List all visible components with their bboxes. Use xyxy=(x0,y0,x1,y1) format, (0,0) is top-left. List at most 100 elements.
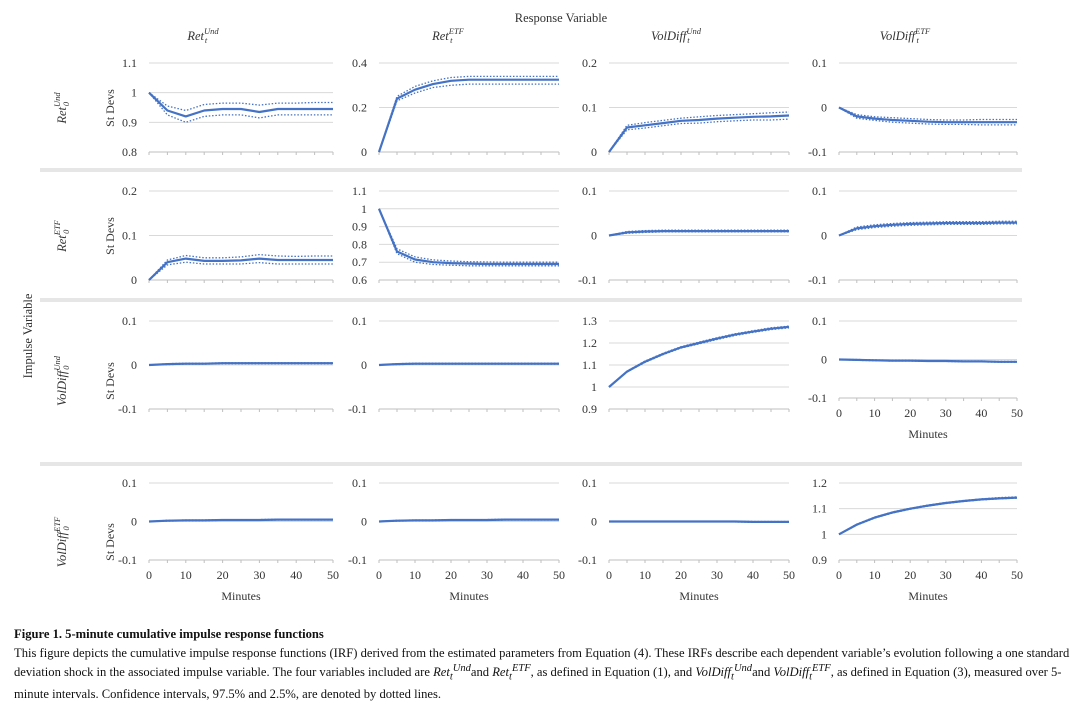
x-tick-label: 20 xyxy=(217,568,229,582)
y-tick-label: 0.1 xyxy=(352,476,367,490)
panel-r2c4: -0.1 0 0.1 xyxy=(808,184,1018,287)
panel-r2c2: 0.6 0.7 0.8 0.9 1 1.1 xyxy=(352,184,560,287)
ci-line xyxy=(378,75,559,153)
ci-line xyxy=(148,261,333,281)
irf-line xyxy=(838,358,1017,363)
y-tick-label: 0 xyxy=(821,229,827,243)
y-tick-label: 0 xyxy=(361,358,367,372)
row-header-text-1: RetUnd0 xyxy=(52,92,71,125)
y-tick-label: -0.1 xyxy=(578,553,597,567)
ci-line xyxy=(838,106,1017,121)
x-tick-label: 20 xyxy=(904,406,916,420)
y-tick-label: 0.2 xyxy=(352,101,367,115)
y-tick-label: 1.1 xyxy=(352,184,367,198)
x-tick-label: 50 xyxy=(783,568,795,582)
x-tick-label: 10 xyxy=(869,568,881,582)
y-tick-label: 0.1 xyxy=(582,184,597,198)
ci-line xyxy=(378,208,559,267)
row-separators xyxy=(40,168,1022,466)
panel-r2c1: 0 0.1 0.2 xyxy=(122,184,334,287)
x-tick-label: 50 xyxy=(1011,406,1023,420)
row-header-text-2: RetETF0 xyxy=(52,219,71,253)
irf-line xyxy=(608,325,790,388)
panels: 0.80.911.100.20.400.10.2-0.100.100.10.20… xyxy=(118,56,1023,603)
column-header-4: VolDiffETF t xyxy=(880,26,931,45)
irf-line xyxy=(148,257,333,281)
var-voldiff-und: VolDifftUnd xyxy=(695,663,753,683)
row-header-3: VolDiffUnd0 St Devs xyxy=(52,355,117,406)
x-tick-label: 10 xyxy=(869,406,881,420)
row-separator-3 xyxy=(40,462,1022,466)
x-axis-title: Minutes xyxy=(908,427,948,441)
y-tick-label: 0.1 xyxy=(122,314,137,328)
x-tick-label: 0 xyxy=(836,406,842,420)
x-tick-label: 10 xyxy=(639,568,651,582)
y-tick-label: 0 xyxy=(821,353,827,367)
x-tick-label: 10 xyxy=(180,568,192,582)
impulse-variable-label: Impulse Variable xyxy=(21,293,35,378)
ci-line xyxy=(148,519,333,523)
y-tick-label: 1.2 xyxy=(582,336,597,350)
y-tick-label: 1 xyxy=(131,86,137,100)
y-tick-label: -0.1 xyxy=(348,402,367,416)
column-headers: RetUnd t RetETF t VolDiffUnd t VolDiffETF t xyxy=(186,26,931,45)
x-tick-label: 20 xyxy=(675,568,687,582)
irf-line xyxy=(838,106,1017,124)
caption-title: Figure 1. 5-minute cumulative impulse re… xyxy=(14,627,324,641)
y-tick-label: 1 xyxy=(591,380,597,394)
st-devs-label-3: St Devs xyxy=(103,362,117,400)
x-tick-label: 10 xyxy=(409,568,421,582)
row-separator-1 xyxy=(40,168,1022,172)
ci-line xyxy=(148,362,333,366)
response-variable-label: Response Variable xyxy=(515,11,608,25)
ci-line xyxy=(378,208,559,263)
y-tick-label: -0.1 xyxy=(578,273,597,287)
x-tick-label: 40 xyxy=(975,568,987,582)
ci-line xyxy=(378,518,559,523)
x-tick-label: 40 xyxy=(290,568,302,582)
y-tick-label: 0.7 xyxy=(352,255,367,269)
y-tick-label: 0.8 xyxy=(122,145,137,159)
y-tick-label: 1 xyxy=(361,202,367,216)
panel-r1c3: 0 0.1 0.2 xyxy=(582,56,790,159)
y-tick-label: 0 xyxy=(131,358,137,372)
x-axis-title: Minutes xyxy=(221,589,261,603)
x-tick-label: 30 xyxy=(481,568,493,582)
figure-caption: Figure 1. 5-minute cumulative impulse re… xyxy=(14,626,1070,702)
ci-line xyxy=(608,325,790,388)
ci-line xyxy=(838,223,1017,237)
x-tick-label: 40 xyxy=(517,568,529,582)
y-tick-label: 0 xyxy=(591,515,597,529)
y-tick-label: 1.1 xyxy=(582,358,597,372)
panel-r2c3: -0.1 0 0.1 xyxy=(578,184,790,287)
y-tick-label: 0.1 xyxy=(582,101,597,115)
row-header-1: RetUnd0 St Devs xyxy=(52,89,117,127)
row-separator-2 xyxy=(40,298,1022,302)
ci-line xyxy=(148,518,333,523)
irf-line xyxy=(608,230,789,237)
x-tick-label: 30 xyxy=(253,568,265,582)
x-tick-label: 0 xyxy=(376,568,382,582)
y-tick-label: 0 xyxy=(361,515,367,529)
y-tick-label: 0.6 xyxy=(352,273,367,287)
x-tick-label: 40 xyxy=(747,568,759,582)
ci-line xyxy=(608,520,789,523)
y-tick-label: 0.1 xyxy=(812,314,827,328)
ci-line xyxy=(148,92,333,123)
x-tick-label: 30 xyxy=(940,406,952,420)
ci-line xyxy=(378,363,559,366)
y-tick-label: 0.2 xyxy=(122,184,137,198)
x-tick-label: 50 xyxy=(553,568,565,582)
y-tick-label: 0.1 xyxy=(122,476,137,490)
caption-body: This figure depicts the cumulative impul… xyxy=(14,646,1070,701)
y-tick-label: 0.1 xyxy=(812,56,827,70)
y-tick-label: 1.1 xyxy=(812,502,827,516)
panel-r3c3: 0.9 1 1.1 1.2 1.3 xyxy=(582,314,790,416)
column-header-1: RetUnd t xyxy=(186,26,219,45)
y-tick-label: 1.1 xyxy=(122,56,137,70)
row-headers: RetUnd0 St Devs RetETF0 St Devs VolDiffUnd0 S… xyxy=(52,89,117,567)
irf-line xyxy=(838,496,1018,536)
panel-r4c2: -0.1 0 0.1 0 10 20 30 40 50 Minutes xyxy=(348,476,565,603)
column-header-2: RetETF t xyxy=(431,26,465,45)
y-tick-label: 0 xyxy=(821,101,827,115)
